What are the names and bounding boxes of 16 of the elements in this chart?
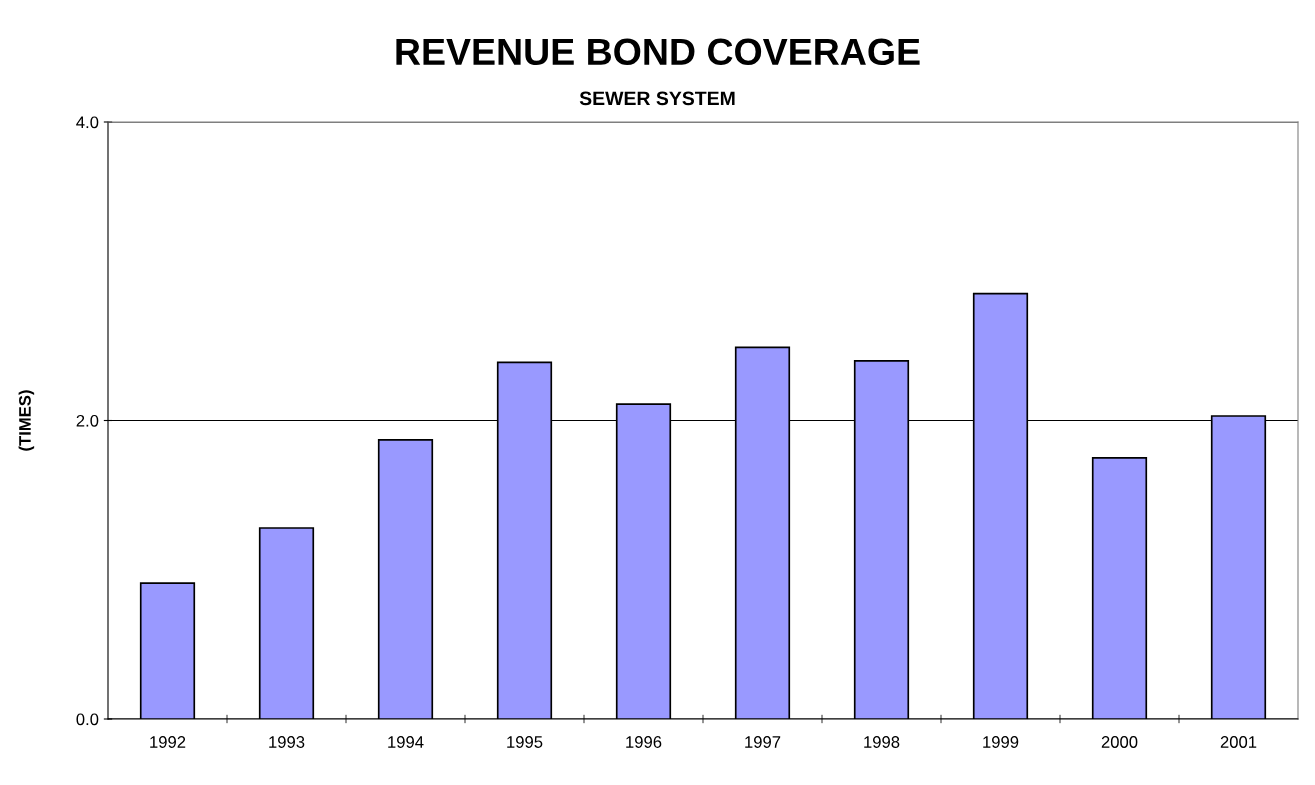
x-tick-label: 2001 — [1220, 736, 1257, 748]
chart-title: REVENUE BOND COVERAGE — [396, 38, 920, 66]
y-axis-title: (TIMES) — [18, 390, 35, 451]
y-tick-label: 4.0 — [76, 116, 99, 129]
chart-subtitle: SEWER SYSTEM — [579, 91, 735, 106]
x-tick-label: 1996 — [626, 736, 662, 748]
x-tick-label: 1994 — [388, 736, 424, 748]
x-tick-label: 1993 — [269, 736, 305, 748]
x-tick-label: 2000 — [1101, 736, 1138, 748]
x-tick-label: 1995 — [507, 736, 543, 748]
x-tick-label: 1999 — [983, 736, 1019, 748]
y-tick-label: 0.0 — [76, 713, 99, 726]
y-tick-label: 2.0 — [76, 414, 99, 427]
x-tick-label: 1992 — [150, 736, 186, 748]
x-tick-label: 1997 — [745, 736, 781, 748]
x-tick-label: 1998 — [864, 736, 900, 748]
